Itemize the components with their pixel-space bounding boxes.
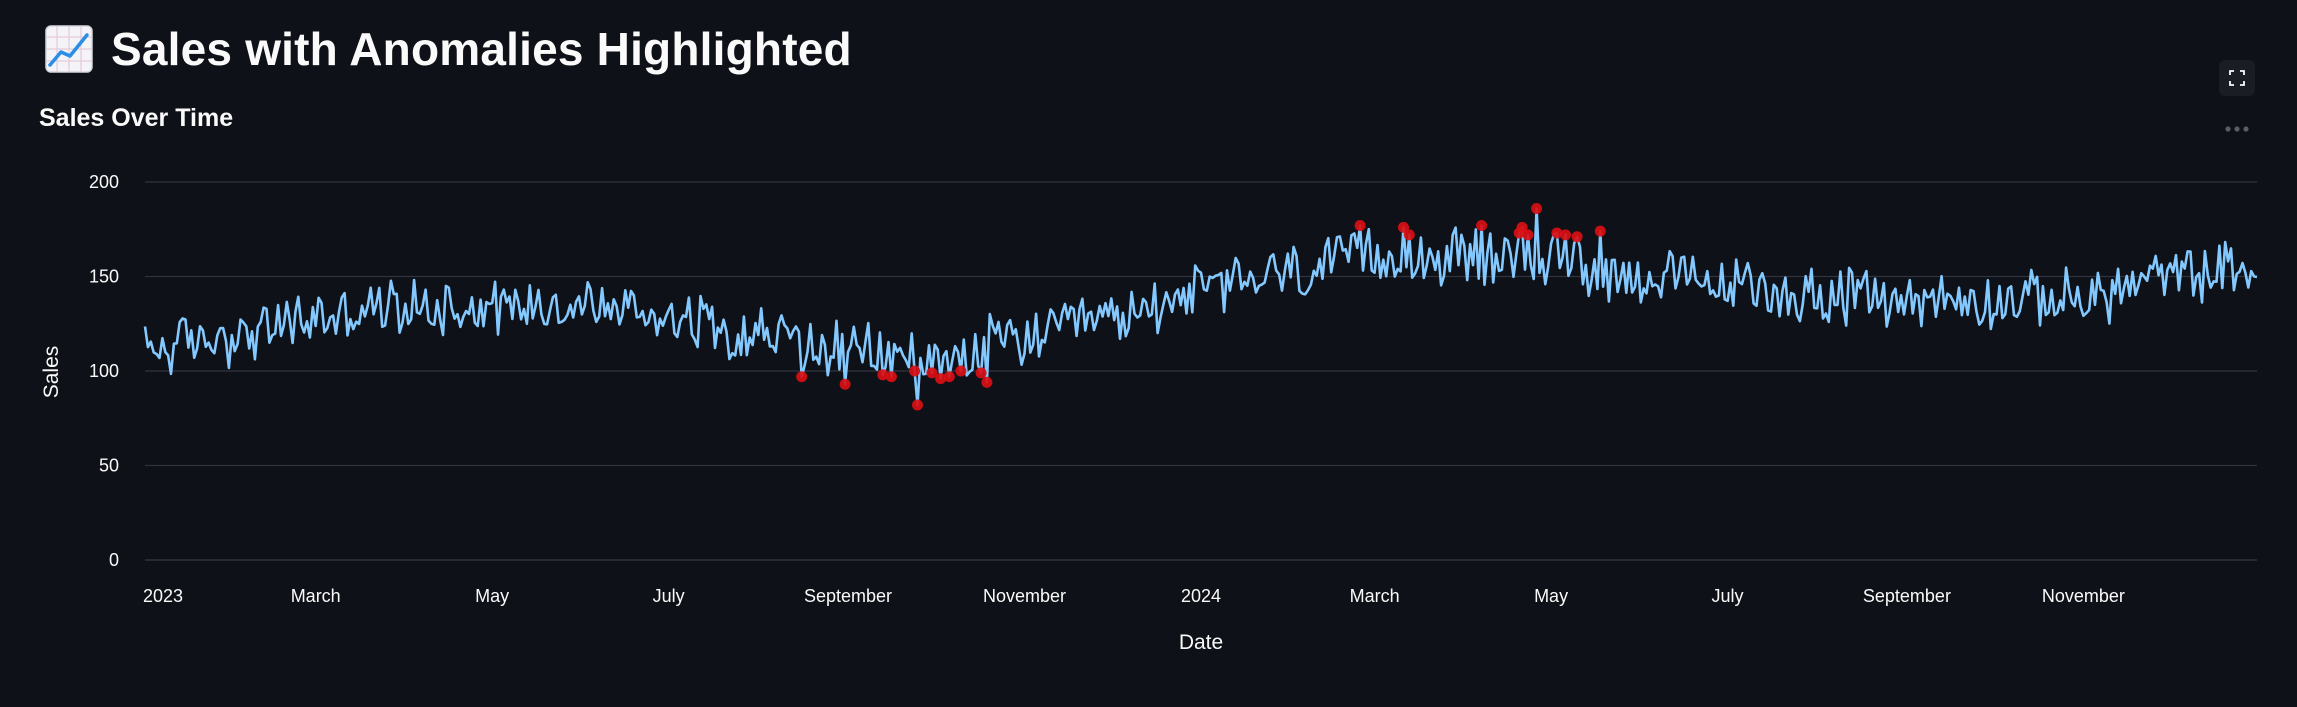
y-tick-label: 50: [99, 456, 119, 476]
anomaly-point: [1404, 229, 1415, 240]
x-tick-label: November: [2042, 586, 2125, 606]
anomaly-point: [955, 366, 966, 377]
anomaly-point: [912, 400, 923, 411]
y-axis-title: Sales: [40, 346, 63, 399]
sales-series-line: [145, 209, 2257, 406]
x-tick-label: May: [475, 586, 509, 606]
series-line-layer: [145, 209, 2257, 406]
x-tick-label: November: [983, 586, 1066, 606]
x-axis-title: Date: [1179, 631, 1223, 654]
x-tick-label: March: [1350, 586, 1400, 606]
anomaly-point: [1355, 220, 1366, 231]
x-tick-label: 2023: [143, 586, 183, 606]
y-tick-labels: 0 50 100 150 200: [89, 172, 119, 570]
anomaly-point: [1522, 229, 1533, 240]
anomaly-point: [1595, 226, 1606, 237]
anomaly-point: [1560, 229, 1571, 240]
anomaly-point: [981, 377, 992, 388]
x-tick-label: September: [1863, 586, 1951, 606]
anomaly-point: [1476, 220, 1487, 231]
anomaly-point: [1531, 203, 1542, 214]
x-tick-label: September: [804, 586, 892, 606]
anomaly-point: [886, 371, 897, 382]
anomaly-point: [976, 367, 987, 378]
anomaly-markers: [796, 203, 1606, 411]
anomaly-point: [1572, 231, 1583, 242]
x-tick-labels: 2023 March May July September November 2024 Mar…: [143, 586, 2125, 606]
x-tick-label: May: [1534, 586, 1568, 606]
y-tick-label: 0: [109, 550, 119, 570]
anomaly-point: [840, 379, 851, 390]
y-tick-label: 200: [89, 172, 119, 192]
grid-layer: [145, 182, 2257, 560]
anomaly-point: [944, 371, 955, 382]
x-tick-label: July: [653, 586, 685, 606]
y-tick-label: 100: [89, 361, 119, 381]
anomaly-point: [909, 366, 920, 377]
anomaly-point: [796, 371, 807, 382]
y-tick-label: 150: [89, 267, 119, 287]
x-tick-label: March: [291, 586, 341, 606]
x-tick-label: 2024: [1181, 586, 1221, 606]
x-tick-label: July: [1712, 586, 1744, 606]
